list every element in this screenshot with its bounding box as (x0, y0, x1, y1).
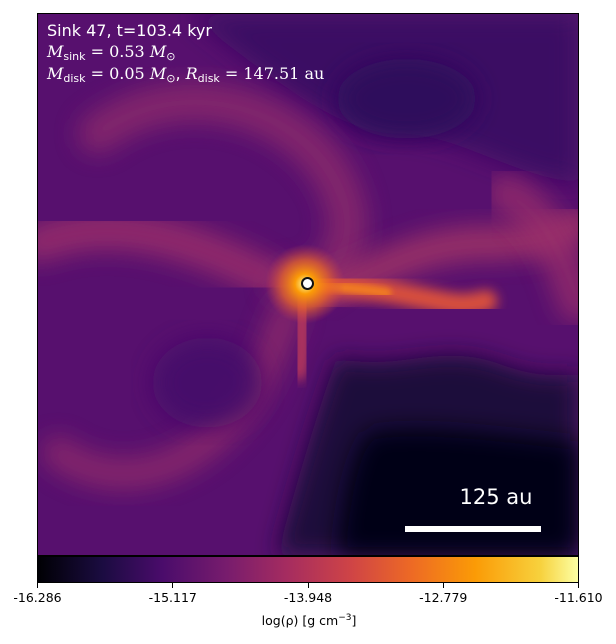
colorbar-tick-label: -16.286 (13, 590, 62, 605)
scale-bar-label: 125 au (459, 485, 533, 509)
sink-mass-unit-sub: ⊙ (166, 50, 176, 63)
colorbar-tick-mark (442, 583, 444, 588)
disk-props-label: Mdisk = 0.05 M⊙, Rdisk = 147.51 au (47, 64, 325, 85)
colorbar-tick-mark (307, 583, 309, 588)
colorbar-tick-mark (578, 583, 579, 588)
density-map-panel: Sink 47, t=103.4 kyr Msink = 0.53 M⊙ Mdi… (37, 13, 579, 556)
disk-radius-sub: disk (197, 72, 220, 85)
scale-bar (405, 526, 541, 532)
disk-radius-symbol: R (185, 64, 198, 83)
density-map-image (38, 14, 578, 555)
colorbar-tick-label: -12.779 (419, 590, 468, 605)
disk-radius-unit: au (304, 64, 325, 83)
colorbar-label: log(ρ) [g cm−3] (262, 614, 357, 628)
colorbar-tick-label: -13.948 (283, 590, 333, 605)
disk-mass-unit: M (149, 64, 167, 83)
colorbar-label-main: log(ρ) [g cm (261, 613, 339, 628)
disk-sep: , (175, 64, 186, 83)
sink-mass-value: = 0.53 (85, 42, 150, 61)
colorbar (37, 556, 579, 583)
sink-mass-label: Msink = 0.53 M⊙ (47, 42, 176, 63)
colorbar-tick-mark (172, 583, 174, 588)
colorbar-tick-label: -11.610 (554, 590, 603, 605)
colorbar-label-end: ] (351, 613, 357, 628)
sink-mass-sub: sink (63, 50, 86, 63)
disk-mass-sub: disk (63, 72, 86, 85)
disk-mass-unit-sub: ⊙ (166, 72, 176, 85)
sink-marker (301, 277, 314, 290)
disk-radius-value: = 147.51 (219, 64, 305, 83)
sink-mass-unit: M (149, 42, 167, 61)
colorbar-label-exp: −3 (338, 613, 352, 623)
disk-mass-symbol: M (47, 64, 64, 83)
sink-title: Sink 47, t=103.4 kyr (47, 21, 212, 40)
sink-mass-symbol: M (47, 42, 64, 61)
disk-mass-value: = 0.05 (85, 64, 150, 83)
colorbar-tick-label: -15.117 (148, 590, 197, 605)
colorbar-tick-mark (37, 583, 38, 588)
